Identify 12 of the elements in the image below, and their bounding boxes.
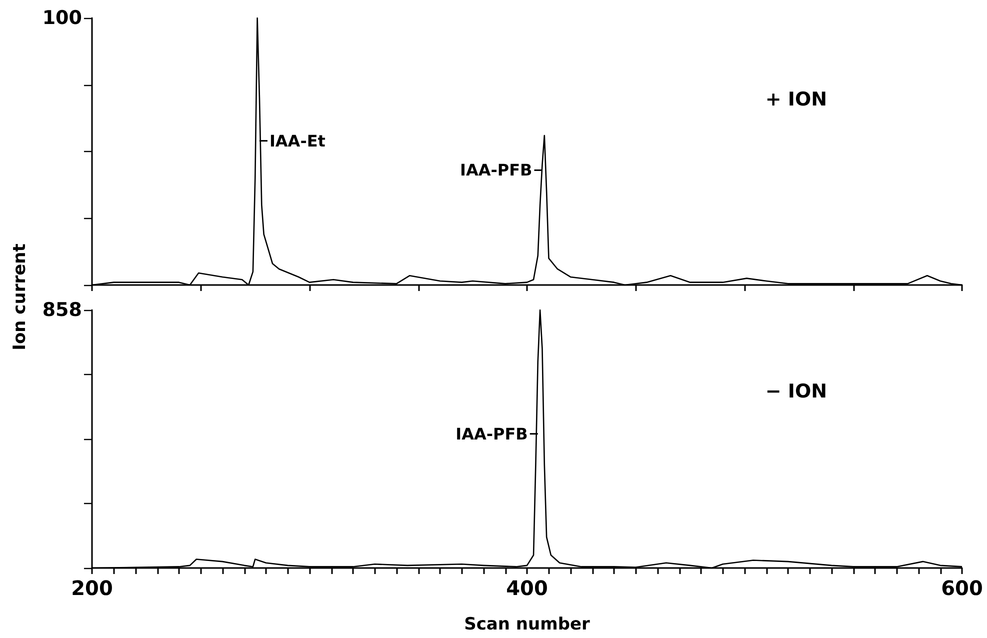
x-tick-label: 600 bbox=[941, 576, 983, 600]
text: 858 bbox=[42, 299, 82, 321]
annotation: IAA-PFB bbox=[456, 424, 528, 444]
annotation: + ION bbox=[765, 88, 828, 110]
annotation: IAA-PFB bbox=[460, 160, 532, 180]
x-tick-label: 200 bbox=[71, 576, 113, 600]
annotation: − ION bbox=[765, 380, 828, 402]
text: 100 bbox=[42, 7, 82, 29]
x-tick-label: 400 bbox=[506, 576, 548, 600]
annotation: IAA-Et bbox=[269, 131, 326, 150]
x-axis-title: Scan number bbox=[464, 614, 591, 634]
y-axis-title: Ion current bbox=[10, 244, 30, 350]
